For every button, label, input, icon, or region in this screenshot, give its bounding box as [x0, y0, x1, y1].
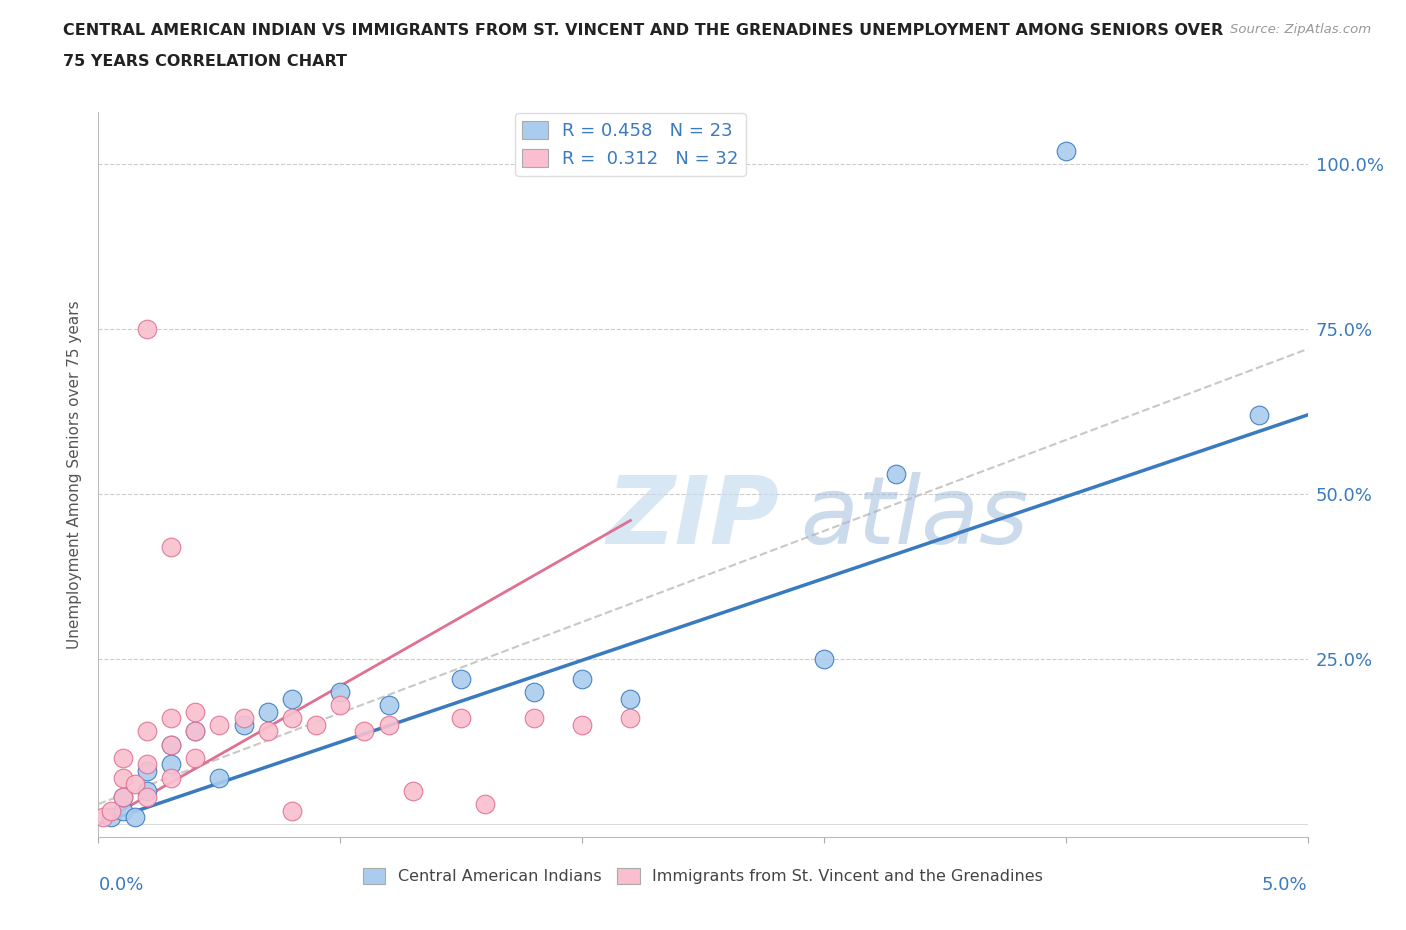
Point [135, 757, 157, 772]
Point [256, 704, 278, 719]
Text: 0.0%: 0.0% [98, 876, 143, 894]
Y-axis label: Unemployment Among Seniors over 75 years: Unemployment Among Seniors over 75 years [67, 300, 83, 648]
Point [377, 698, 399, 712]
Point [160, 737, 183, 752]
Point [523, 711, 546, 725]
Text: 75 YEARS CORRELATION CHART: 75 YEARS CORRELATION CHART [63, 54, 347, 69]
Point [281, 804, 304, 818]
Point [813, 652, 835, 667]
Point [100, 810, 122, 825]
Point [619, 711, 641, 725]
Point [135, 783, 157, 798]
Point [91, 810, 114, 825]
Point [353, 724, 375, 739]
Point [1054, 144, 1077, 159]
Point [184, 704, 207, 719]
Point [135, 322, 157, 337]
Point [377, 717, 399, 732]
Point [571, 671, 593, 686]
Text: atlas: atlas [800, 472, 1028, 564]
Point [111, 790, 134, 804]
Point [160, 711, 183, 725]
Point [160, 737, 183, 752]
Point [232, 717, 254, 732]
Point [232, 711, 254, 725]
Text: CENTRAL AMERICAN INDIAN VS IMMIGRANTS FROM ST. VINCENT AND THE GRENADINES UNEMPL: CENTRAL AMERICAN INDIAN VS IMMIGRANTS FR… [63, 23, 1223, 38]
Point [184, 724, 207, 739]
Point [886, 467, 908, 482]
Point [305, 717, 328, 732]
Point [135, 790, 157, 804]
Point [281, 711, 304, 725]
Point [111, 804, 134, 818]
Point [619, 691, 641, 706]
Point [160, 757, 183, 772]
Point [111, 790, 134, 804]
Point [281, 691, 304, 706]
Text: Source: ZipAtlas.com: Source: ZipAtlas.com [1230, 23, 1371, 36]
Legend: Central American Indians, Immigrants from St. Vincent and the Grenadines: Central American Indians, Immigrants fro… [356, 861, 1050, 891]
Point [184, 724, 207, 739]
Point [160, 539, 183, 554]
Point [450, 711, 472, 725]
Point [474, 797, 496, 812]
Point [100, 804, 122, 818]
Point [124, 777, 146, 791]
Point [208, 717, 231, 732]
Point [135, 724, 157, 739]
Point [571, 717, 593, 732]
Point [160, 770, 183, 785]
Point [111, 751, 134, 765]
Point [208, 770, 231, 785]
Point [329, 698, 352, 712]
Point [329, 684, 352, 699]
Point [402, 783, 425, 798]
Point [111, 770, 134, 785]
Point [135, 764, 157, 778]
Point [523, 684, 546, 699]
Point [450, 671, 472, 686]
Text: 5.0%: 5.0% [1263, 876, 1308, 894]
Point [124, 810, 146, 825]
Point [1249, 407, 1271, 422]
Text: ZIP: ZIP [606, 472, 779, 564]
Point [184, 751, 207, 765]
Point [256, 724, 278, 739]
